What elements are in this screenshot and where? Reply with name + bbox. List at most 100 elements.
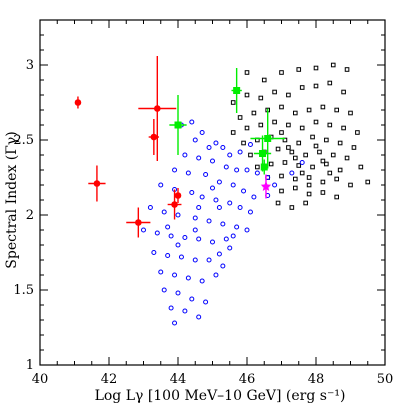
blue-circle-point xyxy=(213,272,219,278)
blue-circle-point xyxy=(199,194,205,200)
black-square-point xyxy=(255,164,260,170)
y-tick-label: 2 xyxy=(26,208,34,223)
black-square-point xyxy=(348,110,353,116)
blue-circle-point xyxy=(234,167,240,173)
green-errorbar-point xyxy=(231,68,242,113)
blue-circle-point xyxy=(192,227,198,233)
blue-circle-point xyxy=(227,200,233,206)
red-errorbar-point xyxy=(174,188,182,203)
blue-circle-point xyxy=(158,269,164,275)
y-tick-label: 1 xyxy=(26,358,34,373)
black-square-point xyxy=(293,185,298,191)
black-square-point xyxy=(293,176,298,182)
black-square-point xyxy=(296,67,302,72)
black-square-point xyxy=(337,140,343,146)
red-circle-marker xyxy=(150,133,158,141)
plot-frame xyxy=(39,19,386,366)
blue-circle-point xyxy=(199,278,205,284)
blue-circle-point xyxy=(168,305,174,311)
black-square-point xyxy=(275,200,281,206)
black-square-point xyxy=(358,164,364,170)
red-circle-marker xyxy=(135,219,142,226)
green-square-marker xyxy=(260,163,268,171)
y-axis-title: Spectral Index (Γγ) xyxy=(4,131,20,268)
blue-circle-point xyxy=(216,205,222,210)
green-errorbar-point xyxy=(250,108,285,169)
blue-circle-point xyxy=(299,160,305,165)
black-square-point xyxy=(279,130,284,135)
blue-circle-point xyxy=(213,197,219,203)
black-square-point xyxy=(341,125,346,131)
blue-circle-point xyxy=(227,245,233,251)
black-square-point xyxy=(261,77,267,83)
black-square-point xyxy=(317,149,322,155)
blue-circle-point xyxy=(216,179,222,185)
black-square-point xyxy=(299,170,305,176)
black-square-point xyxy=(320,190,326,195)
green-square-marker xyxy=(259,150,267,157)
black-square-point xyxy=(279,70,284,75)
blue-circle-point xyxy=(175,290,181,296)
black-square-point xyxy=(324,161,329,167)
black-square-point xyxy=(344,67,350,72)
red-circle-marker xyxy=(171,201,178,208)
blue-circle-point xyxy=(165,224,171,230)
black-square-point xyxy=(293,110,298,116)
black-square-point xyxy=(337,167,343,173)
blue-circle-point xyxy=(210,158,215,164)
red-errorbar-point xyxy=(126,207,151,238)
blue-circle-point xyxy=(151,250,157,255)
black-square-point xyxy=(303,200,308,206)
blue-circle-point xyxy=(206,257,212,263)
black-square-point xyxy=(313,119,319,125)
x-tick-label: 44 xyxy=(170,372,187,387)
black-square-point xyxy=(296,163,302,168)
blue-circle-point xyxy=(147,205,153,210)
black-square-point xyxy=(320,179,326,185)
blue-circle-point xyxy=(223,236,229,242)
blue-circle-point xyxy=(165,253,171,258)
black-square-point xyxy=(355,130,360,135)
blue-circle-point xyxy=(289,170,295,176)
black-square-point xyxy=(258,95,264,101)
blue-circle-point xyxy=(185,170,191,176)
blue-circle-point xyxy=(141,227,146,233)
green-errorbar-point xyxy=(169,95,187,155)
y-tick-label: 3 xyxy=(26,58,34,73)
blue-circle-point xyxy=(172,167,178,173)
black-square-point xyxy=(251,110,257,116)
black-square-point xyxy=(279,104,284,110)
black-square-point xyxy=(313,83,319,89)
black-square-point xyxy=(244,70,250,75)
blue-circle-point xyxy=(192,215,198,221)
black-square-point xyxy=(282,160,288,165)
blue-circle-point xyxy=(244,167,250,173)
black-square-point xyxy=(286,122,291,128)
magenta-errorbar-point xyxy=(260,174,272,199)
black-square-point xyxy=(306,182,312,188)
black-square-point xyxy=(286,145,291,150)
blue-circle-point xyxy=(161,209,167,215)
blue-circle-point xyxy=(223,164,229,170)
black-square-point xyxy=(289,205,295,210)
green-square-marker xyxy=(264,135,272,142)
black-square-point xyxy=(248,152,253,158)
blue-circle-point xyxy=(216,251,222,257)
blue-circle-point xyxy=(178,254,184,260)
blue-circle-point xyxy=(206,145,212,150)
black-square-point xyxy=(320,104,326,110)
x-axis-title: Log Lγ [100 MeV–10 GeV] (erg s⁻¹) xyxy=(95,388,346,404)
red-circle-marker xyxy=(174,192,182,199)
blue-circle-point xyxy=(189,296,195,302)
blue-circle-point xyxy=(272,182,278,188)
red-circle-marker xyxy=(74,99,82,106)
blue-circle-point xyxy=(192,257,198,263)
black-square-point xyxy=(230,130,236,135)
blue-circle-point xyxy=(220,221,226,227)
black-square-point xyxy=(237,115,243,120)
black-square-point xyxy=(330,62,336,68)
blue-circle-point xyxy=(189,119,195,125)
blue-circle-point xyxy=(234,224,240,230)
